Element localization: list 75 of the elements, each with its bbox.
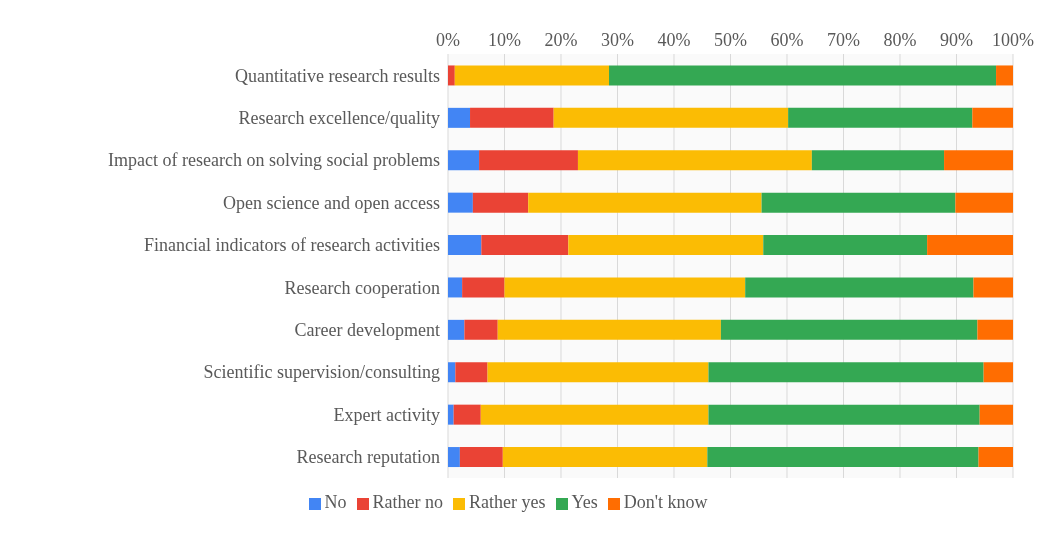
bar: [977, 319, 1013, 340]
legend-label: Rather no: [372, 492, 444, 512]
x-tick-label: 40%: [657, 30, 691, 50]
y-tick-label: Scientific supervision/consulting: [203, 362, 440, 383]
bar: [502, 447, 708, 468]
bar: [504, 277, 746, 298]
bar: [497, 319, 721, 340]
y-tick-label: Expert activity: [333, 404, 440, 425]
x-tick-label: 100%: [992, 30, 1034, 50]
bar: [448, 65, 455, 86]
bar: [487, 362, 709, 383]
bar: [464, 319, 498, 340]
bar: [927, 235, 1013, 256]
bar: [568, 235, 764, 256]
y-tick-label: Research excellence/quality: [238, 107, 440, 128]
bar: [720, 319, 978, 340]
bar: [454, 65, 610, 86]
bar: [479, 150, 578, 171]
bar: [448, 107, 471, 128]
bar: [448, 319, 465, 340]
y-tick-label: Quantitative research results: [235, 65, 440, 86]
y-tick-label: Career development: [294, 319, 440, 340]
bar: [453, 404, 481, 425]
x-tick-label: 60%: [770, 30, 804, 50]
x-tick-label: 50%: [714, 30, 747, 50]
bar: [462, 277, 505, 298]
x-tick-label: 10%: [488, 30, 521, 50]
y-tick-label: Research reputation: [296, 447, 440, 468]
bar: [811, 150, 945, 171]
bar: [955, 192, 1013, 213]
x-tick-label: 70%: [827, 30, 860, 50]
legend-label: Don't know: [623, 492, 708, 512]
legend-label: No: [324, 492, 347, 512]
y-tick-label: Impact of research on solving social problems: [108, 150, 440, 171]
bar: [978, 447, 1013, 468]
bar: [448, 235, 482, 256]
bar: [983, 362, 1013, 383]
bar: [459, 447, 503, 468]
bar: [761, 192, 956, 213]
bar: [973, 277, 1013, 298]
bar: [553, 107, 789, 128]
bar: [472, 192, 529, 213]
bar: [481, 235, 569, 256]
x-tick-label: 20%: [544, 30, 578, 50]
bar: [448, 192, 473, 213]
y-tick-label: Open science and open access: [223, 192, 440, 213]
bar: [455, 362, 488, 383]
bar: [448, 447, 460, 468]
legend-label: Yes: [571, 492, 598, 512]
bar: [763, 235, 928, 256]
bar: [707, 447, 979, 468]
bar: [448, 404, 454, 425]
y-tick-label: Research cooperation: [284, 277, 440, 298]
bar: [979, 404, 1013, 425]
bar: [788, 107, 973, 128]
bar: [448, 277, 463, 298]
bar: [745, 277, 974, 298]
bar: [448, 150, 480, 171]
bar: [470, 107, 554, 128]
y-tick-label: Financial indicators of research activities: [144, 235, 440, 256]
legend-label: Rather yes: [469, 492, 546, 512]
bar: [996, 65, 1013, 86]
bar: [480, 404, 709, 425]
bar: [528, 192, 762, 213]
bar: [708, 404, 980, 425]
bar: [972, 107, 1013, 128]
bar: [609, 65, 997, 86]
x-tick-label: 30%: [601, 30, 634, 50]
bar: [448, 362, 456, 383]
x-tick-label: 80%: [883, 30, 917, 50]
bar: [708, 362, 984, 383]
bar: [577, 150, 812, 171]
x-tick-label: 90%: [940, 30, 973, 50]
x-tick-label: 0%: [436, 30, 460, 50]
bar: [944, 150, 1013, 171]
